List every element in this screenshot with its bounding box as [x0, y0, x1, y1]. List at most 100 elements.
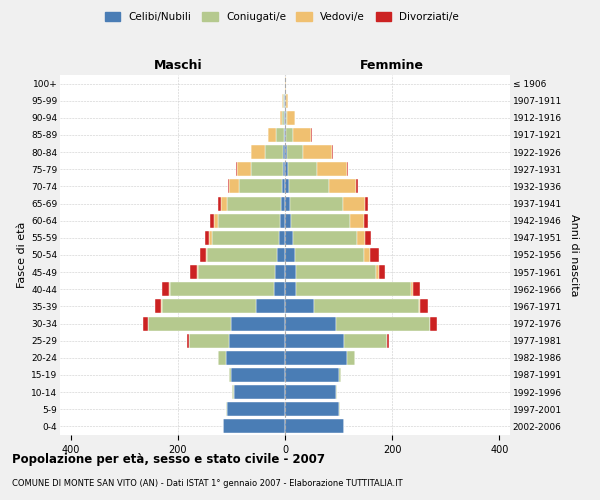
Bar [365, 196, 368, 210]
Bar [293, 231, 358, 245]
Bar [256, 300, 285, 314]
Bar [285, 282, 296, 296]
Bar [283, 111, 284, 125]
Bar [282, 180, 285, 194]
Bar [285, 385, 336, 399]
Bar [347, 162, 348, 176]
Bar [170, 282, 274, 296]
Bar [229, 180, 239, 194]
Bar [285, 248, 295, 262]
Bar [364, 248, 370, 262]
Bar [251, 145, 265, 159]
Bar [281, 196, 285, 210]
Bar [283, 162, 285, 176]
Bar [187, 334, 188, 347]
Bar [332, 145, 333, 159]
Bar [265, 145, 283, 159]
Bar [285, 402, 338, 416]
Bar [387, 334, 389, 347]
Bar [286, 94, 288, 108]
Bar [162, 300, 256, 314]
Bar [336, 385, 337, 399]
Bar [376, 265, 379, 279]
Bar [287, 111, 295, 125]
Bar [188, 334, 229, 347]
Text: Popolazione per età, sesso e stato civile - 2007: Popolazione per età, sesso e stato civil… [12, 452, 325, 466]
Bar [285, 300, 314, 314]
Bar [287, 145, 302, 159]
Bar [234, 385, 285, 399]
Bar [285, 368, 338, 382]
Bar [277, 248, 285, 262]
Bar [285, 145, 287, 159]
Bar [238, 162, 251, 176]
Bar [283, 94, 284, 108]
Bar [285, 420, 344, 434]
Bar [223, 420, 285, 434]
Bar [227, 180, 229, 194]
Bar [296, 282, 411, 296]
Bar [370, 248, 379, 262]
Bar [344, 334, 387, 347]
Bar [285, 334, 344, 347]
Bar [285, 265, 296, 279]
Bar [214, 214, 218, 228]
Bar [285, 180, 289, 194]
Y-axis label: Fasce di età: Fasce di età [17, 222, 27, 288]
Bar [190, 265, 197, 279]
Bar [358, 231, 365, 245]
Bar [226, 351, 285, 365]
Bar [218, 351, 226, 365]
Bar [287, 162, 317, 176]
Bar [206, 248, 208, 262]
Bar [350, 214, 364, 228]
Bar [205, 231, 209, 245]
Text: Femmine: Femmine [360, 58, 424, 71]
Bar [285, 214, 292, 228]
Bar [419, 300, 420, 314]
Bar [209, 231, 212, 245]
Bar [413, 282, 420, 296]
Bar [208, 248, 277, 262]
Bar [411, 282, 413, 296]
Bar [285, 351, 347, 365]
Bar [285, 128, 286, 142]
Bar [293, 128, 311, 142]
Bar [286, 128, 293, 142]
Bar [197, 265, 275, 279]
Bar [280, 111, 283, 125]
Bar [221, 196, 227, 210]
Bar [278, 231, 285, 245]
Bar [284, 128, 285, 142]
Bar [200, 248, 206, 262]
Bar [329, 180, 356, 194]
Text: Maschi: Maschi [154, 58, 202, 71]
Legend: Celibi/Nubili, Coniugati/e, Vedovi/e, Divorziat​i/e: Celibi/Nubili, Coniugati/e, Vedovi/e, Di… [101, 8, 463, 26]
Bar [430, 316, 437, 330]
Bar [239, 180, 282, 194]
Bar [285, 316, 336, 330]
Bar [226, 402, 227, 416]
Bar [295, 248, 364, 262]
Bar [212, 231, 278, 245]
Bar [227, 196, 281, 210]
Bar [218, 196, 221, 210]
Bar [338, 402, 340, 416]
Bar [285, 231, 293, 245]
Bar [274, 282, 285, 296]
Bar [236, 162, 238, 176]
Bar [285, 196, 290, 210]
Bar [289, 180, 329, 194]
Bar [292, 214, 350, 228]
Bar [251, 162, 283, 176]
Bar [232, 316, 285, 330]
Bar [343, 196, 365, 210]
Bar [365, 231, 371, 245]
Bar [275, 265, 285, 279]
Bar [229, 368, 232, 382]
Bar [286, 111, 287, 125]
Bar [302, 145, 332, 159]
Bar [336, 316, 430, 330]
Bar [143, 316, 148, 330]
Bar [232, 385, 234, 399]
